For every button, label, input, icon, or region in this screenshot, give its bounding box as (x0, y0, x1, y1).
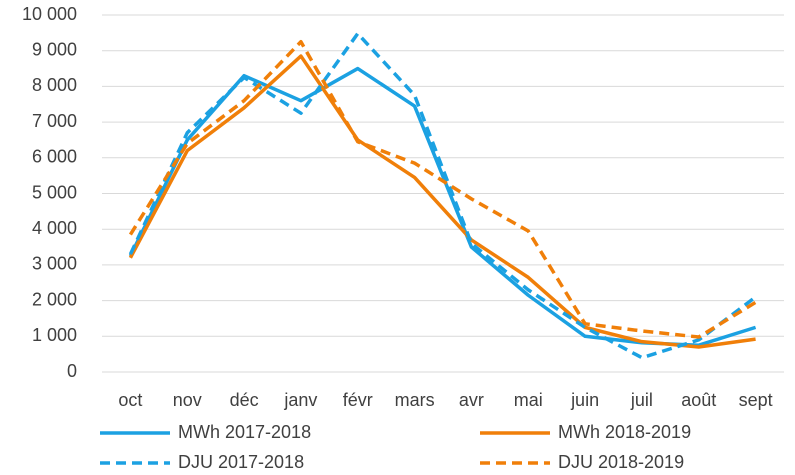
x-tick-label: août (681, 390, 716, 410)
x-tick-label: nov (173, 390, 202, 410)
x-tick-label: juin (570, 390, 599, 410)
legend-label: DJU 2017-2018 (178, 452, 304, 472)
y-tick-label: 3 000 (32, 254, 77, 274)
legend-label: DJU 2018-2019 (558, 452, 684, 472)
series-line (128, 40, 757, 339)
y-tick-label: 0 (67, 361, 77, 381)
y-tick-label: 2 000 (32, 289, 77, 309)
x-tick-label: juil (630, 390, 653, 410)
series-line (128, 31, 757, 360)
x-tick-label: mars (395, 390, 435, 410)
x-tick-label: janv (283, 390, 317, 410)
series-line (128, 54, 756, 349)
x-tick-label: oct (118, 390, 142, 410)
y-tick-label: 1 000 (32, 325, 77, 345)
y-tick-label: 4 000 (32, 218, 77, 238)
y-tick-label: 7 000 (32, 111, 77, 131)
x-tick-label: mai (514, 390, 543, 410)
y-tick-label: 10 000 (22, 4, 77, 24)
y-tick-label: 8 000 (32, 75, 77, 95)
x-tick-label: avr (459, 390, 484, 410)
x-tick-label: févr (343, 390, 373, 410)
y-tick-label: 5 000 (32, 182, 77, 202)
x-tick-label: sept (739, 390, 773, 410)
legend-label: MWh 2017-2018 (178, 422, 311, 442)
y-tick-label: 9 000 (32, 39, 77, 59)
y-tick-label: 6 000 (32, 147, 77, 167)
x-tick-label: déc (230, 390, 259, 410)
legend-label: MWh 2018-2019 (558, 422, 691, 442)
